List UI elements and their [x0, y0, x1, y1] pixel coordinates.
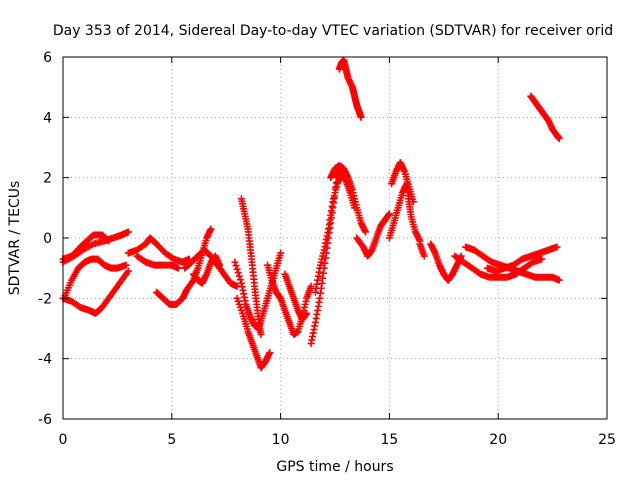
data-point — [538, 255, 546, 263]
y-tick-label: 0 — [43, 231, 52, 247]
y-tick-label: -4 — [38, 352, 52, 368]
data-point — [207, 225, 215, 233]
y-tick-label: 4 — [43, 110, 52, 126]
data-point — [232, 262, 240, 270]
data-point — [257, 331, 265, 339]
series-track-aa — [483, 243, 561, 275]
series-track-r — [327, 162, 369, 236]
data-point — [236, 276, 244, 284]
y-axis-label: SDTVAR / TECUs — [7, 181, 23, 296]
x-tick-label: 15 — [380, 432, 398, 448]
series-track-z — [462, 243, 563, 284]
series-track-s — [353, 210, 393, 260]
data-point — [124, 228, 132, 236]
series-track-o — [281, 270, 311, 323]
chart-title: Day 353 of 2014, Sidereal Day-to-day VTE… — [53, 23, 613, 39]
data-point — [555, 134, 563, 142]
series-track-ab — [527, 92, 563, 142]
x-axis-label: GPS time / hours — [276, 459, 393, 475]
series-track-e — [124, 234, 193, 266]
data-point — [409, 198, 417, 206]
data-point — [124, 267, 132, 275]
data-point — [277, 249, 285, 257]
data-point — [234, 269, 242, 277]
data-point — [231, 258, 239, 266]
series-track-t — [335, 56, 365, 121]
series-track-c — [59, 267, 132, 317]
data-point — [174, 264, 182, 272]
data-point — [420, 252, 428, 260]
data-point — [235, 272, 243, 280]
data-point — [266, 349, 274, 357]
y-tick-label: 2 — [43, 171, 52, 187]
data-point — [385, 210, 393, 218]
axes: 0 5 10 15 20 25 -6 -4 -2 0 2 4 6 — [38, 50, 616, 448]
data-point — [357, 113, 365, 121]
grid-lines — [63, 57, 607, 419]
data-point — [188, 278, 196, 286]
series-track-b — [59, 228, 132, 266]
x-tick-label: 20 — [489, 432, 507, 448]
y-tick-label: -6 — [38, 412, 52, 428]
series-track-k — [233, 294, 274, 372]
x-tick-label: 10 — [272, 432, 290, 448]
data-series — [59, 56, 563, 372]
series-track-n — [277, 282, 315, 339]
series-track-p — [307, 165, 346, 348]
series-track-m — [264, 261, 285, 302]
series-track-g — [153, 225, 215, 308]
x-tick-label: 0 — [59, 432, 68, 448]
series-track-u — [385, 180, 424, 245]
series-track-x — [427, 240, 465, 284]
data-point — [307, 282, 315, 290]
y-tick-label: 6 — [43, 50, 52, 66]
series-track-w — [416, 240, 428, 260]
series-track-f — [133, 252, 182, 272]
data-point — [553, 243, 561, 251]
x-tick-label: 5 — [167, 432, 176, 448]
series-track-v — [388, 159, 417, 206]
y-tick-label: -2 — [38, 291, 52, 307]
series-track-i — [190, 252, 224, 287]
x-tick-label: 25 — [598, 432, 616, 448]
data-point — [233, 265, 241, 273]
data-point — [122, 261, 130, 269]
data-point — [303, 309, 311, 317]
data-point — [555, 276, 563, 284]
data-point — [216, 261, 224, 269]
data-point — [361, 228, 369, 236]
series-track-d — [61, 255, 130, 299]
